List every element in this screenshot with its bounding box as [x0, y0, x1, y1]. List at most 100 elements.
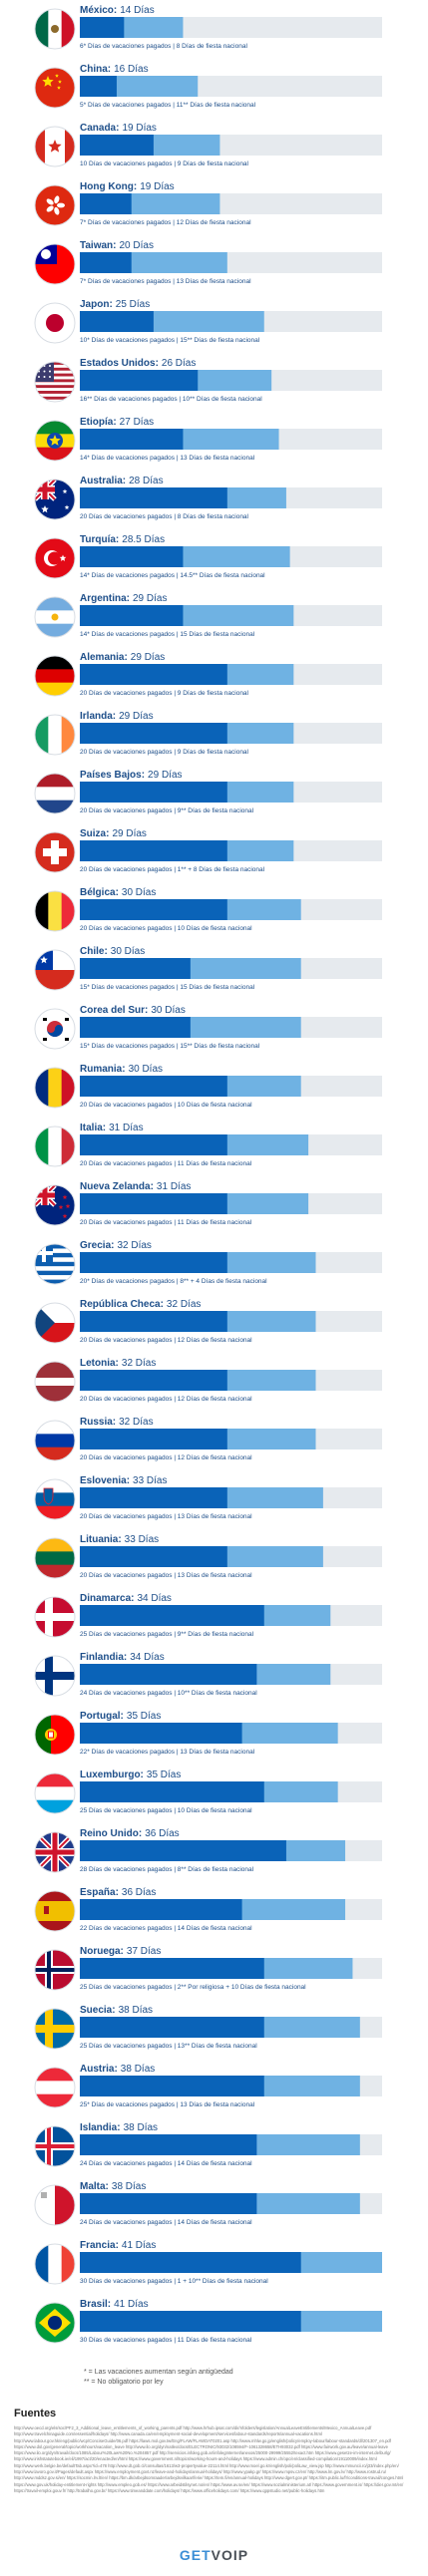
- country-row: Argentina: 29 Días 14* Días de vacaciones …: [34, 593, 382, 638]
- total-days: 29 Días: [119, 711, 153, 722]
- footer: * = Las vacaciones aumentan según antigü…: [0, 2368, 428, 2576]
- country-row: Malta: 38 Días 24 Días de vacaciones pagad…: [34, 2181, 382, 2226]
- bar-vacation: [80, 1958, 264, 1979]
- country-label: República Checa: 32 Días: [80, 1299, 201, 1310]
- country-row: Eslovenia: 33 Días 20 Días de vacaciones p…: [34, 1475, 382, 1520]
- uk-flag-icon: [35, 1832, 75, 1872]
- country-row: Finlandia: 34 Días 24 Días de vacaciones p…: [34, 1652, 382, 1697]
- breakdown-label: 25 Días de vacaciones pagados | 9** Días…: [80, 1631, 254, 1638]
- bar-vacation: [80, 1899, 242, 1920]
- country-label: Reino Unido: 36 Días: [80, 1828, 180, 1839]
- breakdown-label: 20* Días de vacaciones pagados | 8** + 4…: [80, 1278, 267, 1285]
- country-label: Eslovenia: 33 Días: [80, 1475, 168, 1486]
- total-days: 32 Días: [119, 1417, 153, 1428]
- country-row: Estados Unidos: 26 Días 16** Días de vacac…: [34, 358, 382, 403]
- bar-vacation: [80, 1311, 227, 1332]
- country-label: Estados Unidos: 26 Días: [80, 358, 196, 369]
- flag-ring: [34, 1361, 76, 1403]
- country-row: Canada: 19 Días 10 Días de vacaciones paga…: [34, 123, 382, 167]
- sources-title: Fuentes: [14, 2408, 57, 2419]
- country-row: Alemania: 29 Días 20 Días de vacaciones pa…: [34, 652, 382, 697]
- country-label: Grecia: 32 Días: [80, 1240, 152, 1251]
- hongkong-flag-icon: [35, 185, 75, 225]
- bar-vacation: [80, 1076, 227, 1097]
- country-row: Letonia: 32 Días 20 Días de vacaciones pag…: [34, 1358, 382, 1403]
- breakdown-label: 20 Días de vacaciones pagados | 10 Días …: [80, 1102, 252, 1109]
- footnote-seniority: * = Las vacaciones aumentan según antigü…: [84, 2369, 233, 2376]
- country-name: Japon:: [80, 299, 113, 310]
- total-days: 27 Días: [120, 417, 154, 428]
- country-row: Suiza: 29 Días 20 Días de vacaciones pagad…: [34, 828, 382, 873]
- flag-ring: [34, 714, 76, 756]
- netherlands-flag-icon: [35, 774, 75, 813]
- country-row: Australia: 28 Días 20 Días de vacaciones p…: [34, 476, 382, 520]
- turkey-flag-icon: [35, 538, 75, 578]
- total-days: 33 Días: [133, 1475, 167, 1486]
- country-name: Estados Unidos:: [80, 358, 159, 369]
- country-row: Brasil: 41 Días 30 Días de vacaciones paga…: [34, 2299, 382, 2344]
- bar-vacation: [80, 2193, 257, 2214]
- country-label: Austria: 38 Días: [80, 2064, 155, 2075]
- denmark-flag-icon: [35, 1597, 75, 1637]
- bar-vacation: [80, 1781, 264, 1802]
- country-row: Chile: 30 Días 15* Días de vacaciones paga…: [34, 946, 382, 991]
- country-row: Irlanda: 29 Días 20 Días de vacaciones pag…: [34, 711, 382, 756]
- breakdown-label: 24 Días de vacaciones pagados | 10** Día…: [80, 1690, 257, 1697]
- bar-vacation: [80, 1723, 242, 1744]
- total-days: 36 Días: [122, 1887, 156, 1898]
- flag-ring: [34, 126, 76, 167]
- sweden-flag-icon: [35, 2009, 75, 2049]
- country-name: Noruega:: [80, 1946, 124, 1957]
- breakdown-label: 16** Días de vacaciones pagados | 10** D…: [80, 396, 262, 403]
- breakdown-label: 20 Días de vacaciones pagados | 12 Días …: [80, 1454, 252, 1461]
- bar-vacation: [80, 1429, 227, 1449]
- breakdown-label: 15* Días de vacaciones pagados | 15 Días…: [80, 984, 255, 991]
- italy-flag-icon: [35, 1127, 75, 1166]
- ireland-flag-icon: [35, 715, 75, 755]
- total-days: 29 Días: [112, 828, 146, 839]
- country-label: China: 16 Días: [80, 64, 149, 75]
- country-name: Chile:: [80, 946, 108, 957]
- breakdown-label: 20 Días de vacaciones pagados | 9 Días d…: [80, 749, 249, 756]
- flag-ring: [34, 2067, 76, 2108]
- flag-ring: [34, 479, 76, 520]
- country-row: Grecia: 32 Días 20* Días de vacaciones pag…: [34, 1240, 382, 1285]
- bar-vacation: [80, 1252, 227, 1273]
- flag-ring: [34, 890, 76, 932]
- flag-ring: [34, 596, 76, 638]
- country-label: Turquía: 28.5 Días: [80, 534, 165, 545]
- country-name: Taiwan:: [80, 240, 116, 251]
- breakdown-label: 28 Días de vacaciones pagados | 8** Días…: [80, 1866, 254, 1873]
- switzerland-flag-icon: [35, 832, 75, 872]
- malta-flag-icon: [35, 2185, 75, 2225]
- country-row: México: 14 Días 6* Días de vacaciones paga…: [34, 5, 382, 50]
- country-name: Hong Kong:: [80, 181, 137, 192]
- country-name: Nueva Zelanda:: [80, 1181, 154, 1192]
- country-label: Malta: 38 Días: [80, 2181, 146, 2192]
- flag-ring: [34, 537, 76, 579]
- breakdown-label: 25 Días de vacaciones pagados | 2** Por …: [80, 1984, 306, 1991]
- breakdown-label: 20 Días de vacaciones pagados | 12 Días …: [80, 1396, 252, 1403]
- chile-flag-icon: [35, 950, 75, 990]
- bar-vacation: [80, 1840, 286, 1861]
- country-label: Dinamarca: 34 Días: [80, 1593, 172, 1604]
- country-name: Turquía:: [80, 534, 119, 545]
- country-label: México: 14 Días: [80, 5, 155, 16]
- country-name: Luxemburgo:: [80, 1770, 144, 1780]
- bar-vacation: [80, 899, 227, 920]
- breakdown-label: 10 Días de vacaciones pagados | 9 Días d…: [80, 161, 249, 167]
- country-name: España:: [80, 1887, 119, 1898]
- iceland-flag-icon: [35, 2126, 75, 2166]
- country-label: Brasil: 41 Días: [80, 2299, 149, 2310]
- flag-ring: [34, 1831, 76, 1873]
- mexico-flag-icon: [35, 9, 75, 49]
- bar-vacation: [80, 840, 227, 861]
- country-label: Suiza: 29 Días: [80, 828, 147, 839]
- total-days: 35 Días: [147, 1770, 181, 1780]
- total-days: 36 Días: [145, 1828, 179, 1839]
- korea-flag-icon: [35, 1009, 75, 1049]
- total-days: 33 Días: [125, 1534, 159, 1545]
- country-label: Canada: 19 Días: [80, 123, 157, 134]
- country-name: Brasil:: [80, 2299, 111, 2310]
- breakdown-label: 20 Días de vacaciones pagados | 11 Días …: [80, 1219, 252, 1226]
